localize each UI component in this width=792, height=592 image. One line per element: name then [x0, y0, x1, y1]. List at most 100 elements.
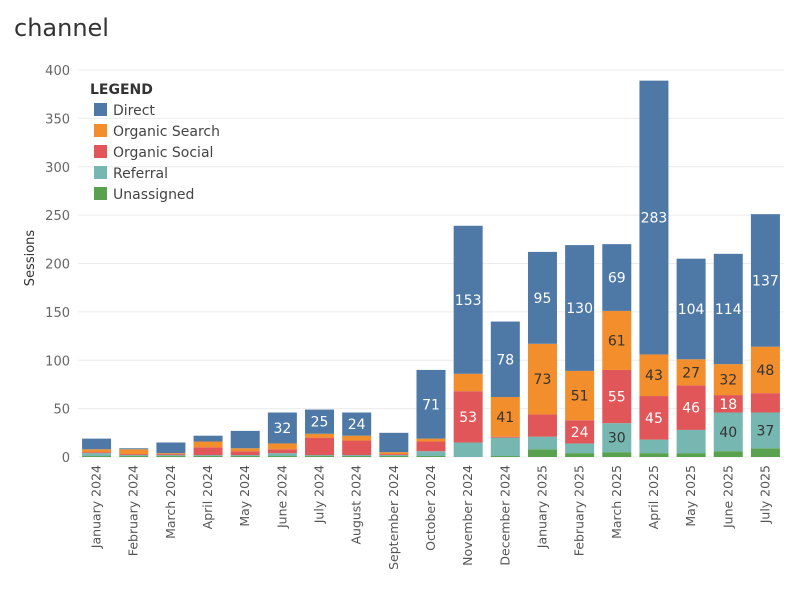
bar-direct [416, 369, 446, 439]
bar-organic-search [602, 310, 632, 370]
bar-organic-social [379, 454, 409, 456]
data-label-referral: 37 [757, 423, 775, 439]
bar-direct [713, 253, 743, 365]
bar-referral [527, 436, 557, 450]
bar-referral [416, 451, 446, 457]
bar-organic-social [602, 369, 632, 424]
data-label-direct: 78 [496, 352, 514, 368]
legend-swatch [94, 145, 107, 158]
bar-organic-search [379, 452, 409, 455]
bar-direct [639, 80, 669, 355]
legend-entry: Direct [113, 103, 155, 119]
bar-direct [750, 214, 780, 347]
x-tick-label: September 2024 [386, 465, 401, 570]
bar-organic-social [713, 395, 743, 413]
bar-organic-search [750, 346, 780, 394]
data-label-direct: 153 [455, 293, 482, 309]
bar-referral [602, 423, 632, 453]
bar-organic-social [565, 420, 595, 444]
bar-unassigned [527, 449, 557, 457]
bar-unassigned [156, 456, 186, 457]
bar-referral [342, 455, 372, 457]
bar-organic-search [713, 364, 743, 396]
bar-referral [267, 453, 297, 457]
data-label-organic-social: 45 [645, 411, 663, 427]
bar-organic-social [230, 451, 260, 456]
bar-organic-social [193, 447, 223, 456]
data-label-direct: 137 [752, 273, 779, 289]
x-axis: January 2024 February 2024 March 2024 April… [89, 465, 773, 570]
x-tick-label: April 2025 [646, 465, 661, 529]
bar-organic-social [416, 441, 446, 452]
bar-unassigned [713, 451, 743, 457]
data-label-organic-search: 61 [608, 333, 626, 349]
x-tick-label: November 2024 [460, 465, 475, 566]
data-label-organic-search: 51 [571, 389, 589, 405]
bar-organic-social [639, 396, 669, 440]
bar-direct [230, 430, 260, 449]
bar-organic-social [676, 385, 706, 430]
data-label-organic-search: 32 [719, 373, 737, 389]
bar-organic-search [676, 359, 706, 386]
bar-organic-search [193, 441, 223, 448]
y-tick-label: 400 [45, 64, 70, 79]
x-tick-label: February 2025 [572, 465, 587, 556]
x-tick-label: March 2025 [609, 465, 624, 539]
data-label-referral: 30 [608, 431, 626, 447]
data-label-organic-social: 18 [719, 397, 737, 413]
data-labels: 32 25 24 71 53 153 41 78 73 95 24 51 130 30 55 61 69 45 43… [273, 211, 778, 447]
bar-organic-social [750, 393, 780, 413]
bar-organic-social [342, 440, 372, 456]
data-label-organic-social: 24 [571, 425, 589, 441]
bar-unassigned [193, 456, 223, 457]
bar-unassigned [82, 456, 112, 457]
bar-unassigned [379, 456, 409, 457]
data-label-direct: 25 [311, 415, 329, 431]
bar-organic-social [267, 449, 297, 454]
x-tick-label: April 2024 [200, 465, 215, 529]
x-tick-label: August 2024 [349, 465, 364, 545]
bar-referral [119, 455, 149, 457]
y-tick-label: 100 [45, 354, 70, 369]
bar-referral [305, 455, 335, 457]
y-axis: 0 50 100 150 200 250 300 350 400 [45, 64, 70, 466]
bar-unassigned [750, 448, 780, 457]
x-tick-label: July 2025 [757, 465, 772, 524]
bar-referral [565, 443, 595, 454]
bar-referral [379, 455, 409, 457]
bar-organic-search [119, 449, 149, 455]
bar-direct [156, 442, 186, 454]
data-label-organic-social: 55 [608, 390, 626, 406]
x-tick-label: October 2024 [423, 465, 438, 551]
bar-referral [676, 429, 706, 454]
bars [82, 80, 780, 457]
x-tick-label: December 2024 [497, 465, 512, 566]
bar-organic-search [416, 438, 446, 442]
y-tick-label: 50 [53, 403, 70, 418]
bar-direct [527, 251, 557, 344]
bar-unassigned [119, 456, 149, 457]
legend-swatch [94, 166, 107, 179]
bar-direct [565, 245, 595, 371]
legend-swatch [94, 103, 107, 116]
bar-unassigned [490, 456, 520, 457]
x-tick-label: May 2024 [237, 465, 252, 527]
bar-unassigned [602, 452, 632, 457]
bar-referral [490, 437, 520, 457]
y-tick-label: 250 [45, 209, 70, 224]
data-label-direct: 95 [534, 291, 552, 307]
bar-direct [676, 258, 706, 360]
bar-organic-search [453, 373, 483, 392]
bar-organic-search [490, 397, 520, 437]
data-label-direct: 24 [348, 417, 366, 433]
bar-unassigned [230, 456, 260, 457]
bar-direct [490, 321, 520, 398]
bar-referral [453, 442, 483, 457]
y-tick-label: 0 [62, 451, 70, 466]
x-tick-label: March 2024 [163, 465, 178, 539]
x-tick-label: January 2025 [534, 465, 549, 549]
bar-unassigned [267, 456, 297, 457]
bar-referral [639, 439, 669, 454]
chart-title: channel [14, 14, 109, 42]
bar-organic-social [453, 391, 483, 443]
